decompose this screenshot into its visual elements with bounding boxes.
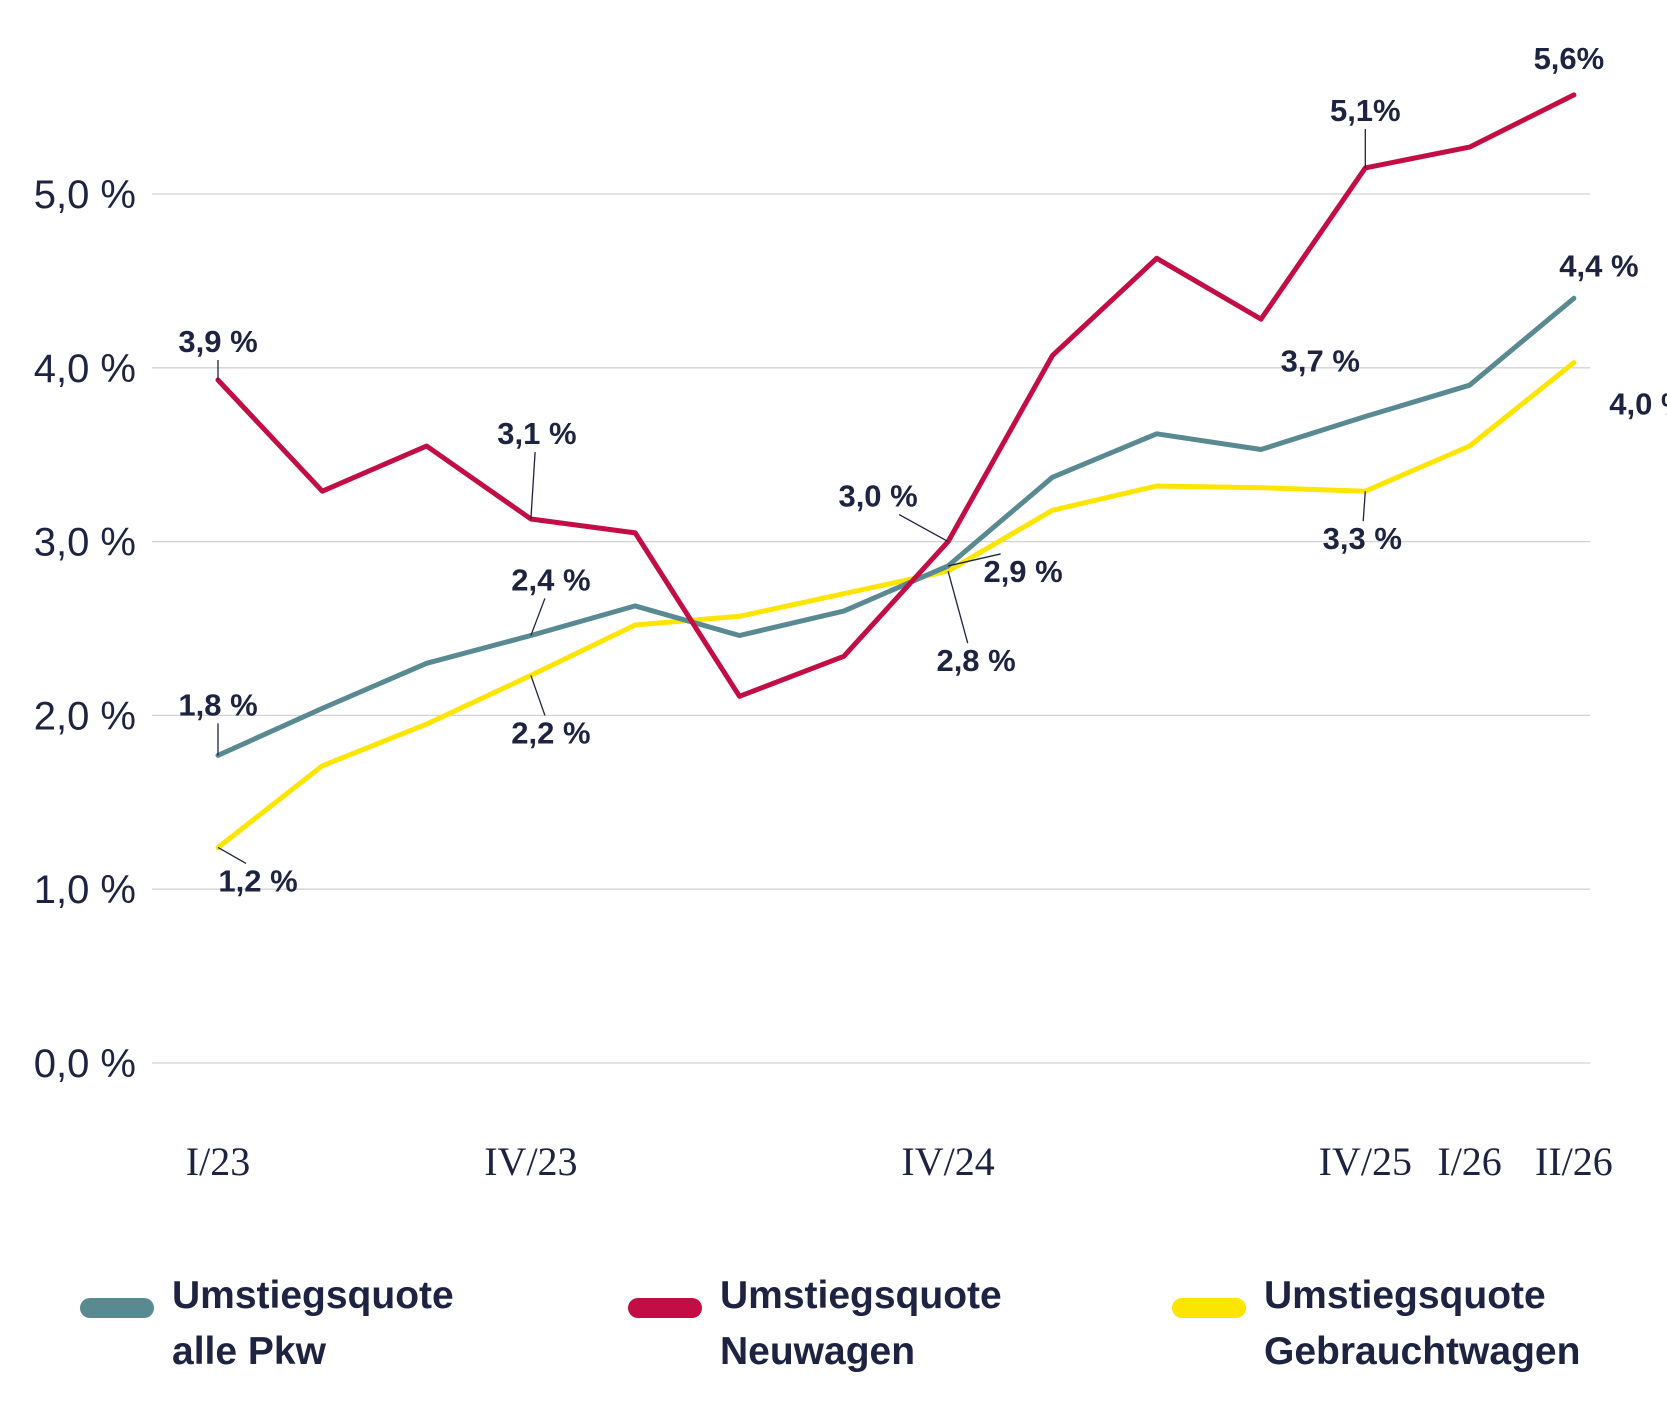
data-label: 1,8 % — [178, 687, 257, 722]
x-tick-label: IV/23 — [484, 1139, 577, 1184]
legend-label-line1: Umstiegsquote — [1264, 1274, 1546, 1317]
y-axis-tick-labels: 0,0 % 1,0 % 2,0 % 3,0 % 4,0 % 5,0 % — [34, 173, 136, 1086]
data-label-leader — [898, 514, 949, 543]
series-line-alle-pkw — [215, 295, 1577, 758]
x-axis-tick-labels: I/23 IV/23 IV/24 IV/25 I/26 II/26 — [186, 1139, 1613, 1184]
data-label: 2,9 % — [983, 554, 1062, 589]
grid-lines — [152, 193, 1590, 1064]
legend-label-line2: alle Pkw — [172, 1330, 326, 1373]
data-label: 1,2 % — [218, 863, 297, 898]
legend-label-alle-pkw: Umstiegsquote alle Pkw — [172, 1268, 512, 1380]
x-tick-label: I/23 — [186, 1139, 250, 1184]
data-label: 3,7 % — [1281, 343, 1360, 378]
y-tick-label: 3,0 % — [34, 521, 136, 565]
series-line-gebrauchtwagen — [215, 360, 1577, 850]
y-tick-label: 5,0 % — [34, 173, 136, 217]
x-tick-label: IV/25 — [1319, 1139, 1412, 1184]
data-label-leader — [947, 553, 1001, 567]
data-label-leader — [1362, 491, 1366, 522]
data-label-leader — [530, 451, 536, 520]
y-tick-label: 1,0 % — [34, 868, 136, 912]
data-label: 5,6% — [1534, 41, 1605, 76]
series-line-neuwagen — [215, 92, 1577, 699]
data-label-leaders — [217, 128, 1366, 865]
data-labels: 1,8 % 2,4 % 2,9 % 3,7 % 4,4 % 3,9 % 3,1 % 3,0 %… — [178, 41, 1667, 899]
data-label-leader — [947, 570, 969, 644]
data-label: 3,1 % — [497, 416, 576, 451]
legend-label-line2: Gebrauchtwagen — [1264, 1330, 1581, 1373]
line-chart: 0,0 % 1,0 % 2,0 % 3,0 % 4,0 % 5,0 % I/23 IV/23… — [34, 41, 1667, 1184]
x-tick-label: I/26 — [1437, 1139, 1501, 1184]
legend: Umstiegsquote alle Pkw Umstiegsquote Neu… — [0, 1268, 1667, 1388]
data-label: 2,8 % — [936, 643, 1015, 678]
data-label: 4,0 % — [1609, 387, 1667, 422]
y-tick-label: 0,0 % — [34, 1042, 136, 1086]
legend-swatch-alle-pkw — [80, 1298, 154, 1318]
y-tick-label: 4,0 % — [34, 347, 136, 391]
x-tick-label: II/26 — [1535, 1139, 1613, 1184]
legend-label-neuwagen: Umstiegsquote Neuwagen — [720, 1268, 1060, 1380]
legend-label-line2: Neuwagen — [720, 1330, 916, 1373]
x-tick-label: IV/24 — [901, 1139, 994, 1184]
y-tick-label: 2,0 % — [34, 694, 136, 738]
legend-label-line1: Umstiegsquote — [172, 1274, 454, 1317]
data-label: 2,2 % — [511, 715, 590, 750]
data-label: 3,9 % — [178, 324, 257, 359]
data-label: 5,1% — [1330, 93, 1401, 128]
data-label: 4,4 % — [1559, 248, 1638, 283]
data-label: 3,0 % — [838, 479, 917, 514]
data-label: 2,4 % — [511, 562, 590, 597]
legend-swatch-neuwagen — [628, 1298, 702, 1318]
data-label: 3,3 % — [1323, 521, 1402, 556]
data-label-leader — [530, 675, 546, 716]
series-lines — [215, 92, 1577, 850]
legend-swatch-gebrauchtwagen — [1172, 1298, 1246, 1318]
data-label-leader — [217, 846, 247, 865]
legend-label-line1: Umstiegsquote — [720, 1274, 1002, 1317]
legend-label-gebrauchtwagen: Umstiegsquote Gebrauchtwagen — [1264, 1268, 1604, 1380]
data-label-leader — [530, 598, 546, 636]
